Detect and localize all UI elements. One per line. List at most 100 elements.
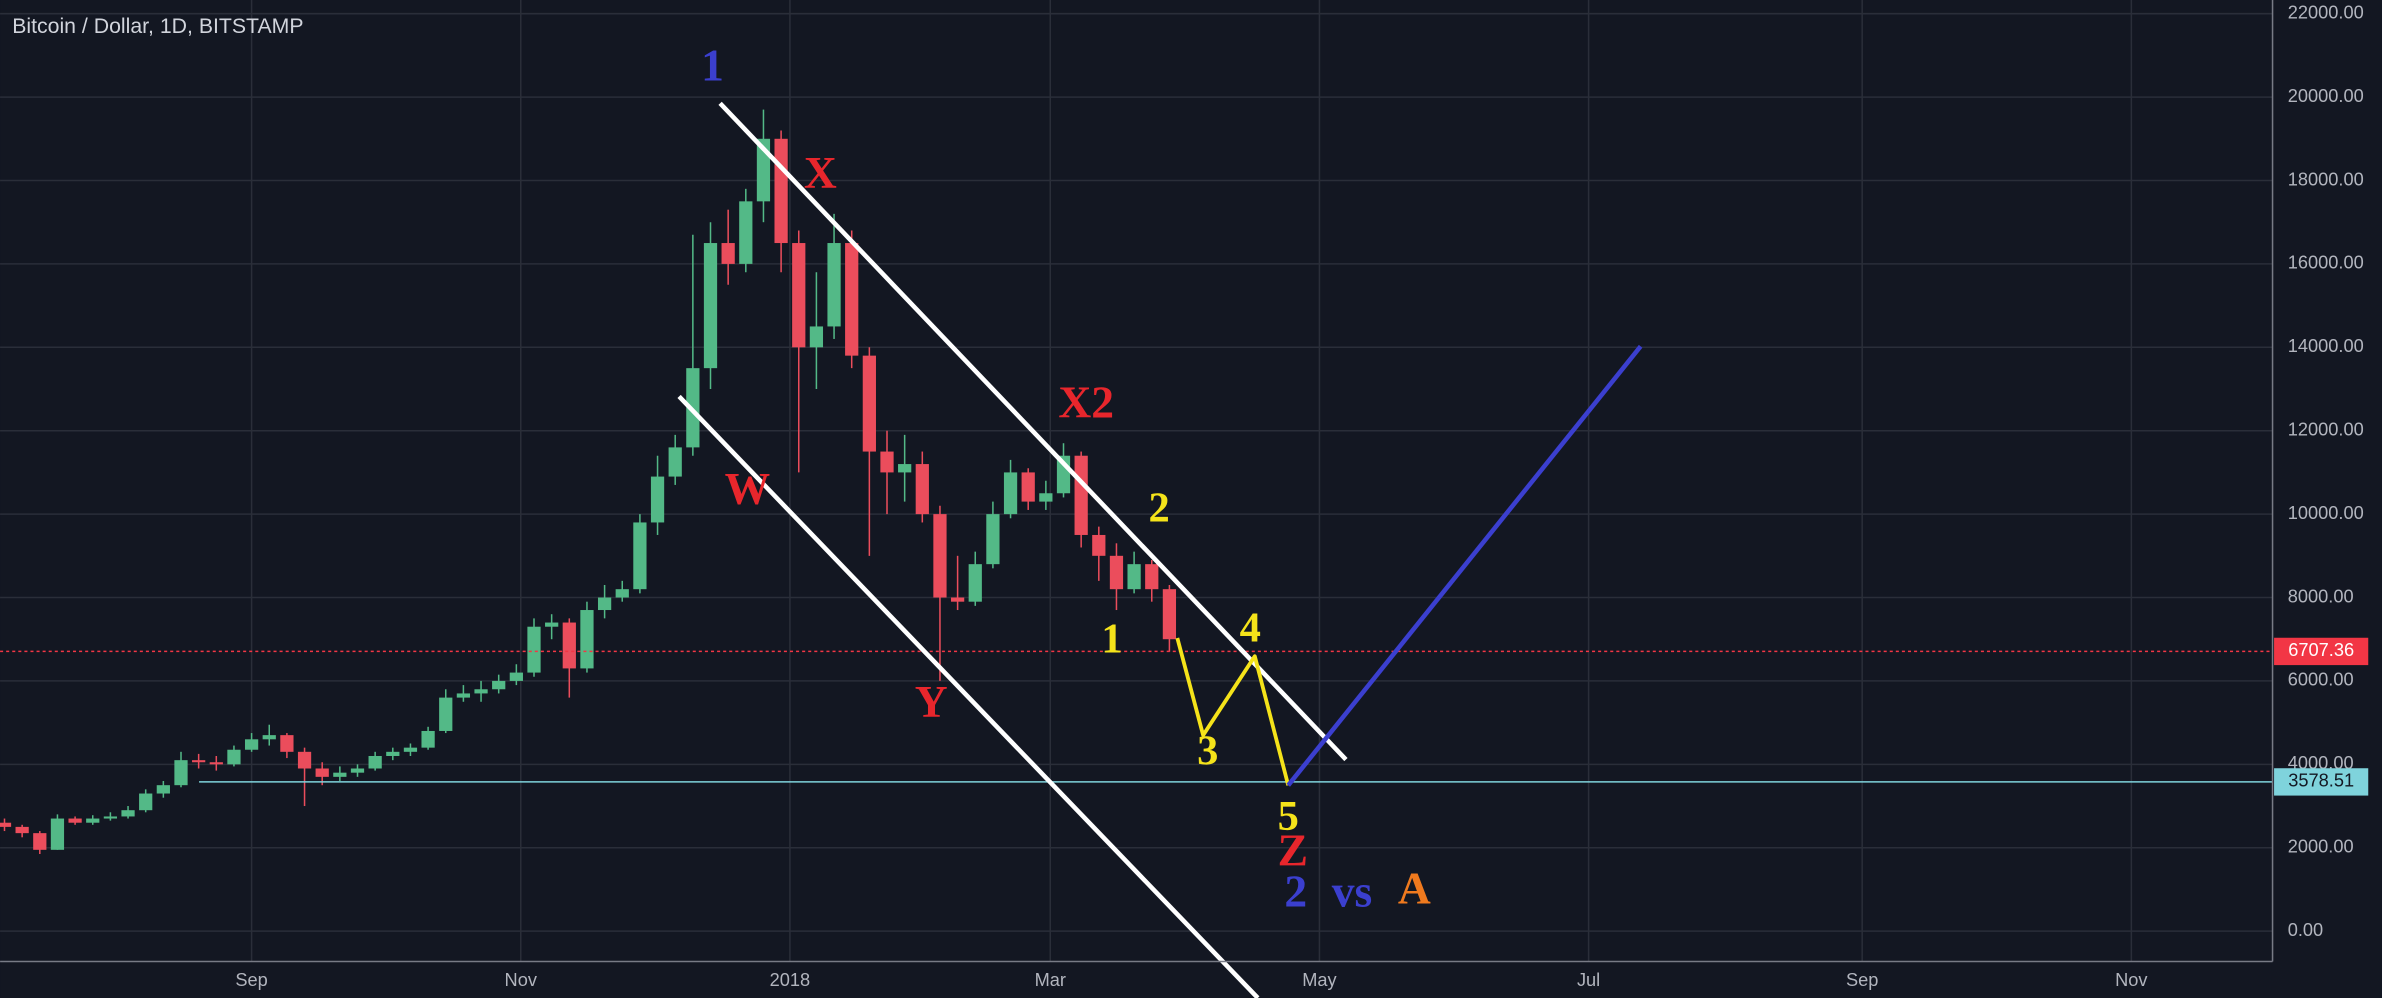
candle-body	[1092, 534, 1106, 556]
candle-body	[15, 826, 29, 834]
candle-body	[103, 816, 118, 819]
candle-body	[668, 447, 682, 477]
x-tick-label: Sep	[235, 970, 267, 990]
wave-label: 1	[701, 39, 724, 90]
y-tick-label: 2000.00	[2288, 837, 2354, 857]
candle-body	[403, 747, 418, 752]
candle-body	[1021, 472, 1035, 502]
wave-label: Y	[915, 676, 948, 727]
wave-label: 2	[1284, 866, 1307, 917]
price-label: 3578.51	[2288, 771, 2354, 791]
candle-body	[315, 768, 329, 777]
y-tick-label: 4000.00	[2288, 753, 2354, 773]
candle-body	[721, 243, 735, 264]
y-tick-label: 14000.00	[2288, 336, 2364, 356]
candles	[0, 109, 1177, 854]
candle-body	[509, 672, 523, 681]
candle-body	[1109, 555, 1124, 590]
candle-body	[633, 522, 647, 590]
y-tick-label: 8000.00	[2288, 586, 2354, 606]
wave-label: 5	[1278, 793, 1299, 840]
x-tick-label: 2018	[770, 970, 811, 990]
candle-body	[121, 810, 135, 817]
candle-body	[1145, 564, 1159, 590]
chart-title: Bitcoin / Dollar, 1D, BITSTAMP	[12, 14, 303, 38]
y-tick-label: 10000.00	[2288, 503, 2364, 523]
candle-body	[809, 326, 824, 348]
wave-label: 1	[1101, 615, 1122, 662]
candle-body	[597, 597, 612, 611]
candle-body	[139, 793, 153, 811]
candle-body	[1039, 493, 1053, 502]
candle-body	[297, 751, 312, 769]
candle-body	[421, 730, 435, 748]
price-label: 6707.36	[2288, 640, 2354, 660]
candle-body	[227, 749, 241, 765]
x-tick-label: Jul	[1577, 970, 1600, 990]
candle-body	[368, 755, 382, 769]
candle-body	[174, 760, 188, 786]
candle-body	[1162, 589, 1177, 640]
candle-body	[827, 243, 841, 327]
candle-body	[156, 785, 170, 794]
projection-line	[1286, 344, 1643, 787]
wave-label: 2	[1148, 485, 1169, 532]
candle-body	[474, 689, 488, 694]
candle-body	[386, 751, 400, 756]
y-tick-label: 20000.00	[2288, 86, 2364, 106]
candle-body	[580, 610, 594, 669]
candle-body	[615, 589, 629, 598]
price-label-box	[2274, 768, 2369, 796]
x-tick-label: May	[1302, 970, 1337, 990]
wave-label: vs	[1332, 866, 1373, 917]
channel-upper	[718, 101, 1348, 762]
wave-path	[1175, 637, 1291, 786]
candle-body	[262, 735, 276, 740]
x-tick-label: Sep	[1846, 970, 1878, 990]
candle-body	[845, 243, 859, 356]
candle-body	[650, 476, 665, 523]
y-tick-label: 12000.00	[2288, 420, 2364, 440]
candle-body	[68, 818, 82, 823]
candle-body	[86, 818, 100, 823]
candle-body	[439, 697, 453, 731]
candle-body	[898, 464, 912, 473]
wave-label: Z	[1278, 825, 1308, 876]
y-tick-label: 16000.00	[2288, 253, 2364, 273]
candle-body	[50, 818, 65, 850]
candle-body	[562, 622, 576, 669]
candle-body	[950, 597, 965, 602]
candle-body	[244, 739, 259, 750]
candle-body	[350, 768, 365, 773]
y-tick-label: 6000.00	[2288, 670, 2354, 690]
candle-body	[862, 355, 876, 452]
axes: 0.00 2000.00 4000.00 6000.00 8000.00 10000.00…	[235, 2, 2369, 990]
wave-label: 4	[1240, 605, 1261, 652]
y-tick-label: 18000.00	[2288, 169, 2364, 189]
candle-body	[545, 622, 559, 627]
candle-body	[739, 201, 753, 264]
candle-body	[1003, 472, 1018, 515]
candle-body	[933, 514, 947, 598]
candle-body	[192, 760, 206, 763]
wave-label: A	[1398, 863, 1431, 914]
y-tick-label: 22000.00	[2288, 2, 2364, 22]
candle-body	[703, 243, 718, 369]
candle-body	[33, 833, 47, 850]
x-tick-label: Nov	[2115, 970, 2148, 990]
wave-label: X2	[1058, 377, 1114, 428]
candle-body	[0, 822, 12, 827]
wave-label: W	[725, 463, 771, 514]
candle-body	[492, 680, 506, 690]
wave-label: X	[804, 147, 837, 198]
y-tick-label: 0.00	[2288, 920, 2323, 940]
candle-body	[792, 243, 806, 348]
candle-body	[456, 693, 471, 698]
channel-lower	[677, 394, 1260, 998]
candle-body	[527, 626, 541, 673]
x-tick-label: Mar	[1035, 970, 1066, 990]
